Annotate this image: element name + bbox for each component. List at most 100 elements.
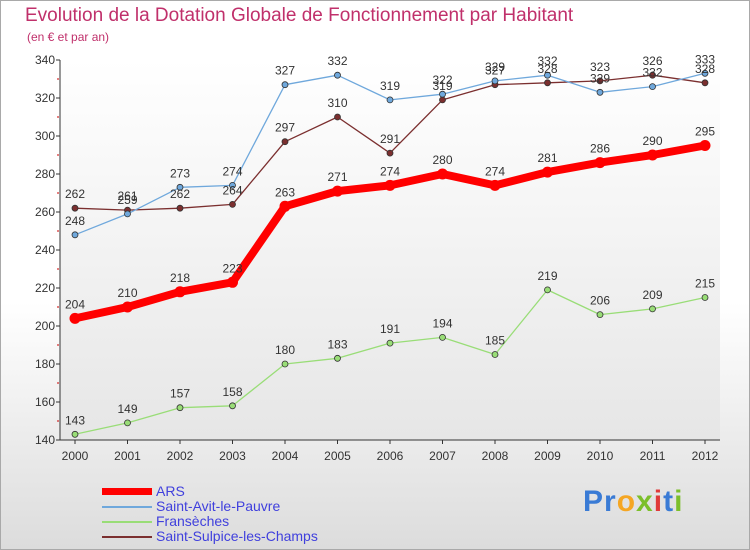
legend-swatch-saint-sulpice [102, 536, 152, 538]
data-label-saint-sulpice-les-champs: 328 [537, 62, 557, 76]
data-label-fransesches: 180 [275, 343, 295, 357]
legend-label-saint-avit: Saint-Avit-le-Pauvre [156, 498, 281, 514]
logo-letter: i [674, 485, 684, 518]
x-tick-label: 2003 [219, 449, 246, 463]
data-point-ars [437, 168, 448, 180]
data-point-saint-sulpice-les-champs [281, 138, 289, 146]
x-tick-label: 2009 [534, 449, 561, 463]
data-label-saint-avit-le-pauvre: 332 [327, 54, 347, 68]
data-point-fransesches [281, 360, 289, 368]
legend-label-saint-sulpice: Saint-Sulpice-les-Champs [156, 528, 318, 544]
data-label-ars: 218 [170, 271, 190, 285]
x-tick-label: 2002 [167, 449, 194, 463]
data-point-ars [594, 157, 606, 169]
data-label-fransesches: 149 [117, 402, 137, 416]
logo-letter: t [663, 485, 675, 518]
data-point-fransesches [596, 311, 604, 319]
x-tick-label: 2000 [62, 449, 89, 463]
data-label-saint-avit-le-pauvre: 329 [485, 60, 505, 74]
data-point-fransesches [544, 286, 551, 294]
data-point-saint-avit-le-pauvre [649, 83, 656, 90]
data-point-saint-sulpice-les-champs [71, 204, 79, 212]
data-point-ars [542, 166, 553, 178]
data-label-fransesches: 215 [695, 277, 715, 291]
data-label-ars: 274 [485, 164, 505, 178]
logo-letter: r [604, 485, 617, 518]
logo-letter: i [653, 485, 664, 518]
data-point-saint-avit-le-pauvre [701, 69, 709, 77]
data-label-fransesches: 185 [485, 334, 505, 348]
x-tick-label: 2005 [324, 449, 351, 463]
data-point-saint-sulpice-les-champs [649, 71, 656, 79]
y-tick-label: 140 [35, 433, 55, 447]
y-tick-label: 180 [35, 357, 55, 371]
data-point-fransesches [386, 339, 394, 347]
data-label-ars: 290 [642, 134, 662, 148]
x-tick-label: 2007 [429, 449, 456, 463]
data-label-fransesches: 219 [537, 269, 557, 283]
data-label-saint-sulpice-les-champs: 323 [590, 60, 610, 74]
data-label-fransesches: 206 [590, 294, 610, 308]
data-label-saint-avit-le-pauvre: 319 [380, 79, 400, 93]
data-label-saint-avit-le-pauvre: 332 [537, 54, 557, 68]
y-tick-label: 340 [35, 53, 55, 67]
data-point-ars [647, 149, 658, 161]
data-label-ars: 223 [222, 261, 242, 275]
y-tick-label: 280 [35, 167, 55, 181]
proxiti-logo: Proxiti [583, 485, 683, 519]
data-label-ars: 271 [327, 170, 347, 184]
data-point-fransesches [491, 351, 499, 358]
data-label-ars: 281 [537, 151, 557, 165]
x-tick-label: 2010 [587, 449, 614, 463]
data-point-saint-avit-le-pauvre [439, 90, 446, 98]
data-point-saint-sulpice-les-champs [596, 77, 604, 85]
data-label-fransesches: 143 [65, 413, 85, 427]
data-label-saint-sulpice-les-champs: 264 [222, 183, 242, 197]
data-point-saint-sulpice-les-champs [544, 79, 551, 87]
data-label-saint-sulpice-les-champs: 310 [327, 96, 347, 110]
x-tick-label: 2006 [377, 449, 404, 463]
logo-letter: P [583, 485, 605, 518]
data-point-saint-avit-le-pauvre [596, 88, 604, 96]
data-point-saint-avit-le-pauvre [124, 210, 131, 218]
data-point-fransesches [334, 354, 341, 362]
data-point-ars [332, 185, 343, 197]
data-point-saint-sulpice-les-champs [334, 113, 341, 121]
data-point-saint-avit-le-pauvre [334, 71, 341, 79]
data-label-ars: 286 [590, 142, 610, 156]
chart-subtitle: (en € et par an) [27, 30, 110, 44]
data-point-ars [174, 286, 186, 298]
data-label-saint-sulpice-les-champs: 319 [432, 79, 452, 93]
legend-swatch-ars [102, 488, 152, 495]
data-point-saint-avit-le-pauvre [71, 231, 79, 239]
data-label-saint-avit-le-pauvre: 329 [590, 71, 610, 85]
data-label-saint-avit-le-pauvre: 248 [65, 214, 85, 228]
x-tick-label: 2011 [640, 449, 666, 463]
data-label-ars: 204 [65, 297, 85, 311]
data-point-saint-avit-le-pauvre [544, 71, 551, 79]
data-label-saint-avit-le-pauvre: 259 [117, 193, 137, 207]
chart-title: Evolution de la Dotation Globale de Fonc… [25, 5, 574, 26]
data-label-saint-sulpice-les-champs: 328 [695, 62, 715, 76]
data-point-fransesches [71, 430, 79, 438]
x-tick-label: 2012 [692, 449, 719, 463]
data-point-saint-sulpice-les-champs [439, 96, 446, 104]
data-label-fransesches: 158 [222, 385, 242, 399]
data-label-ars: 280 [432, 153, 452, 167]
data-label-saint-sulpice-les-champs: 262 [170, 187, 190, 201]
data-label-ars: 263 [275, 185, 295, 199]
logo-letter: x [636, 485, 654, 518]
data-point-fransesches [124, 419, 131, 427]
data-label-saint-sulpice-les-champs: 327 [485, 64, 505, 78]
data-label-saint-avit-le-pauvre: 273 [170, 166, 190, 180]
data-point-fransesches [229, 402, 236, 410]
data-label-saint-sulpice-les-champs: 297 [275, 121, 295, 135]
data-label-saint-avit-le-pauvre: 332 [642, 66, 662, 80]
data-label-saint-avit-le-pauvre: 274 [222, 164, 242, 178]
y-tick-label: 220 [35, 281, 55, 295]
data-label-saint-avit-le-pauvre: 327 [275, 64, 295, 78]
y-tick-label: 200 [35, 319, 55, 333]
legend-label-ars: ARS [156, 483, 185, 499]
data-label-fransesches: 157 [170, 387, 190, 401]
data-label-saint-sulpice-les-champs: 326 [642, 54, 662, 68]
